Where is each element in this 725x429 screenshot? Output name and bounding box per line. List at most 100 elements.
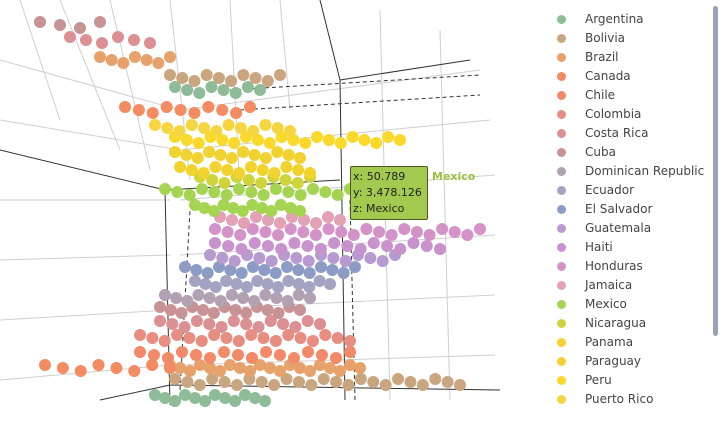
legend-item[interactable]: Cuba xyxy=(556,143,716,162)
data-point[interactable] xyxy=(216,104,229,116)
data-point[interactable] xyxy=(203,292,216,304)
data-point[interactable] xyxy=(204,352,216,364)
data-point[interactable] xyxy=(292,289,305,301)
data-point[interactable] xyxy=(370,137,383,149)
data-point[interactable] xyxy=(188,107,201,119)
data-point[interactable] xyxy=(249,392,261,404)
legend-item[interactable]: Haiti xyxy=(556,238,716,257)
data-point[interactable] xyxy=(322,134,335,146)
data-point[interactable] xyxy=(119,101,131,113)
data-point[interactable] xyxy=(330,352,342,364)
data-point[interactable] xyxy=(176,346,188,358)
data-point[interactable] xyxy=(255,202,268,214)
data-point[interactable] xyxy=(394,134,406,146)
data-point[interactable] xyxy=(257,189,270,201)
data-point[interactable] xyxy=(183,332,196,344)
data-point[interactable] xyxy=(306,335,319,347)
data-point[interactable] xyxy=(214,295,227,307)
data-point[interactable] xyxy=(245,329,258,341)
data-point[interactable] xyxy=(197,304,210,316)
data-point[interactable] xyxy=(230,107,243,119)
data-point[interactable] xyxy=(234,362,246,374)
data-point[interactable] xyxy=(301,240,314,252)
data-point[interactable] xyxy=(281,261,293,273)
data-point[interactable] xyxy=(251,275,264,287)
data-point[interactable] xyxy=(236,205,249,217)
data-point[interactable] xyxy=(259,395,271,407)
data-point[interactable] xyxy=(183,189,196,201)
data-point[interactable] xyxy=(225,289,238,301)
data-point[interactable] xyxy=(159,183,171,195)
data-point[interactable] xyxy=(134,346,146,358)
data-point[interactable] xyxy=(271,146,284,158)
data-point[interactable] xyxy=(284,125,296,137)
data-point[interactable] xyxy=(160,101,173,113)
data-point[interactable] xyxy=(282,329,295,341)
data-point[interactable] xyxy=(180,134,193,146)
data-point[interactable] xyxy=(252,321,265,333)
data-point[interactable] xyxy=(199,395,211,407)
data-point[interactable] xyxy=(146,107,159,119)
data-point[interactable] xyxy=(96,37,108,49)
data-point[interactable] xyxy=(198,122,211,134)
data-point[interactable] xyxy=(290,252,303,264)
data-point[interactable] xyxy=(373,226,386,238)
data-point[interactable] xyxy=(247,125,260,137)
data-point[interactable] xyxy=(209,161,222,173)
data-point[interactable] xyxy=(232,335,245,347)
data-point[interactable] xyxy=(161,122,174,134)
data-point[interactable] xyxy=(240,281,253,293)
data-point[interactable] xyxy=(327,252,340,264)
data-point[interactable] xyxy=(248,149,261,161)
data-point[interactable] xyxy=(237,69,250,81)
data-point[interactable] xyxy=(246,199,259,211)
data-point[interactable] xyxy=(410,226,423,238)
data-point[interactable] xyxy=(112,31,124,43)
data-point[interactable] xyxy=(429,373,442,385)
legend-item[interactable]: Dominican Republic xyxy=(556,162,716,181)
legend-item[interactable]: Nicaragua xyxy=(556,314,716,333)
data-point[interactable] xyxy=(282,275,295,287)
legend-item[interactable]: Panama xyxy=(556,333,716,352)
data-point[interactable] xyxy=(234,229,247,241)
data-point[interactable] xyxy=(335,226,348,238)
data-point[interactable] xyxy=(268,167,281,179)
data-point[interactable] xyxy=(234,122,247,134)
data-point[interactable] xyxy=(128,34,140,46)
data-point[interactable] xyxy=(315,261,327,273)
data-point[interactable] xyxy=(235,243,248,255)
data-point[interactable] xyxy=(221,164,234,176)
legend-item[interactable]: Puerto Rico xyxy=(556,390,716,409)
data-point[interactable] xyxy=(282,149,295,161)
data-point[interactable] xyxy=(94,51,106,63)
data-point[interactable] xyxy=(269,335,282,347)
data-point[interactable] xyxy=(294,304,306,316)
data-point[interactable] xyxy=(322,223,335,235)
data-point[interactable] xyxy=(341,240,354,252)
data-point[interactable] xyxy=(193,87,206,99)
data-point[interactable] xyxy=(216,134,229,146)
legend-item[interactable]: Jamaica xyxy=(556,276,716,295)
data-point[interactable] xyxy=(347,229,360,241)
data-point[interactable] xyxy=(262,214,274,226)
data-point[interactable] xyxy=(193,379,206,391)
data-point[interactable] xyxy=(146,359,159,371)
data-point[interactable] xyxy=(158,335,171,347)
data-point[interactable] xyxy=(190,349,202,361)
data-point[interactable] xyxy=(190,315,203,327)
legend-item[interactable]: Brazil xyxy=(556,48,716,67)
data-point[interactable] xyxy=(260,346,272,358)
data-point[interactable] xyxy=(232,349,244,361)
data-point[interactable] xyxy=(277,318,290,330)
data-point[interactable] xyxy=(196,183,208,195)
data-point[interactable] xyxy=(316,349,328,361)
data-point[interactable] xyxy=(132,104,145,116)
data-point[interactable] xyxy=(280,373,293,385)
data-point[interactable] xyxy=(436,223,449,235)
data-point[interactable] xyxy=(191,152,204,164)
data-point[interactable] xyxy=(259,289,272,301)
data-point[interactable] xyxy=(74,365,87,377)
data-point[interactable] xyxy=(324,278,336,290)
data-point[interactable] xyxy=(237,146,250,158)
data-point[interactable] xyxy=(272,229,285,241)
